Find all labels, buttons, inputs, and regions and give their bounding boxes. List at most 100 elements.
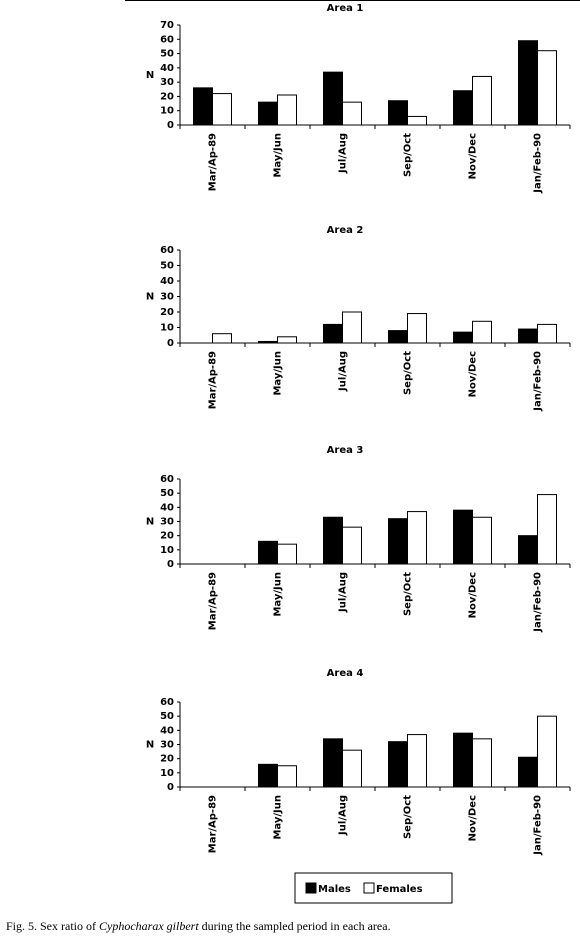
bar <box>453 509 473 565</box>
bar <box>407 511 427 565</box>
y-axis-label: N <box>146 740 154 751</box>
bar <box>453 90 473 126</box>
bar <box>342 526 362 565</box>
caption-species: Cyphocharax gilbert <box>99 919 199 933</box>
x-tick-label: Mar/Ap-89 <box>208 133 219 191</box>
y-tick-label: 50 <box>160 49 174 60</box>
bar <box>518 40 538 126</box>
x-tick-label: Sep/Oct <box>403 572 414 616</box>
bar <box>518 535 538 565</box>
bar <box>258 101 278 126</box>
x-tick-label: Nov/Dec <box>468 795 479 841</box>
x-tick-label: Sep/Oct <box>403 351 414 395</box>
x-tick-label: Mar/Ap-89 <box>208 795 219 853</box>
y-tick-label: 50 <box>160 261 174 272</box>
y-tick-label: 40 <box>160 63 174 74</box>
x-tick-label: May/Jun <box>273 572 284 617</box>
x-tick-label: Jan/Feb-90 <box>533 133 544 194</box>
x-tick-label: May/Jun <box>273 133 284 178</box>
y-tick-label: 60 <box>160 474 174 485</box>
legend-label: Males <box>318 884 351 895</box>
x-tick-label: Nov/Dec <box>468 572 479 618</box>
x-tick-label: May/Jun <box>273 795 284 840</box>
y-axis-label: N <box>146 70 154 81</box>
x-tick-label: Jan/Feb-90 <box>533 795 544 856</box>
bar <box>212 93 232 126</box>
x-tick-label: Jul/Aug <box>338 351 349 392</box>
chart-title: Area 3 <box>327 445 364 456</box>
y-axis-label: N <box>146 517 154 528</box>
y-tick-label: 20 <box>160 91 174 102</box>
bar <box>323 516 343 565</box>
bar <box>537 715 557 788</box>
bar <box>193 87 213 126</box>
bar <box>342 101 362 126</box>
x-tick-label: Jan/Feb-90 <box>533 572 544 633</box>
y-tick-label: 0 <box>167 782 174 793</box>
y-axis-label: N <box>146 292 154 303</box>
bar <box>407 313 427 344</box>
y-tick-label: 10 <box>160 323 174 334</box>
bar <box>277 543 297 565</box>
bar <box>388 100 408 126</box>
caption-prefix: Fig. 5. Sex ratio of <box>6 919 99 933</box>
bar <box>342 311 362 344</box>
y-tick-label: 30 <box>160 77 174 88</box>
y-tick-label: 40 <box>160 276 174 287</box>
bar <box>472 516 492 565</box>
y-tick-label: 20 <box>160 531 174 542</box>
caption-suffix: during the sampled period in each area. <box>199 919 391 933</box>
x-tick-label: Sep/Oct <box>403 795 414 839</box>
chart-title: Area 4 <box>327 668 364 679</box>
bar <box>388 330 408 344</box>
x-tick-label: Jan/Feb-90 <box>533 351 544 412</box>
bar <box>407 734 427 788</box>
x-tick-label: Mar/Ap-89 <box>208 351 219 409</box>
bar <box>453 732 473 788</box>
y-tick-label: 10 <box>160 106 174 117</box>
bar <box>342 749 362 788</box>
legend-swatch <box>363 882 375 894</box>
bar <box>537 50 557 126</box>
y-tick-label: 20 <box>160 754 174 765</box>
bar <box>277 336 297 344</box>
x-tick-label: Nov/Dec <box>468 133 479 179</box>
bar <box>518 756 538 788</box>
bar <box>472 75 492 126</box>
bar <box>472 320 492 344</box>
y-tick-label: 30 <box>160 740 174 751</box>
x-tick-label: Sep/Oct <box>403 133 414 177</box>
y-tick-label: 20 <box>160 307 174 318</box>
x-tick-label: Nov/Dec <box>468 351 479 397</box>
y-tick-label: 50 <box>160 711 174 722</box>
bar <box>323 738 343 788</box>
y-tick-label: 70 <box>160 20 174 31</box>
y-tick-label: 40 <box>160 502 174 513</box>
y-tick-label: 0 <box>167 120 174 131</box>
legend-swatch <box>305 882 317 894</box>
chart-title: Area 2 <box>327 225 364 236</box>
bar <box>258 540 278 565</box>
bar <box>323 71 343 126</box>
chart-title: Area 1 <box>327 3 364 14</box>
x-tick-label: May/Jun <box>273 351 284 396</box>
y-tick-label: 30 <box>160 292 174 303</box>
bar <box>518 328 538 344</box>
y-tick-label: 60 <box>160 34 174 45</box>
y-tick-label: 60 <box>160 697 174 708</box>
bar <box>212 333 232 344</box>
y-tick-label: 60 <box>160 245 174 256</box>
bar <box>388 741 408 788</box>
bar <box>537 323 557 344</box>
y-tick-label: 40 <box>160 725 174 736</box>
x-tick-label: Mar/Ap-89 <box>208 572 219 630</box>
bar <box>277 94 297 126</box>
y-tick-label: 0 <box>167 338 174 349</box>
x-tick-label: Jul/Aug <box>338 795 349 836</box>
bar <box>453 331 473 344</box>
caption: Fig. 5. Sex ratio of Cyphocharax gilbert… <box>6 919 391 933</box>
bar <box>472 738 492 788</box>
bar <box>258 763 278 788</box>
y-tick-label: 10 <box>160 545 174 556</box>
